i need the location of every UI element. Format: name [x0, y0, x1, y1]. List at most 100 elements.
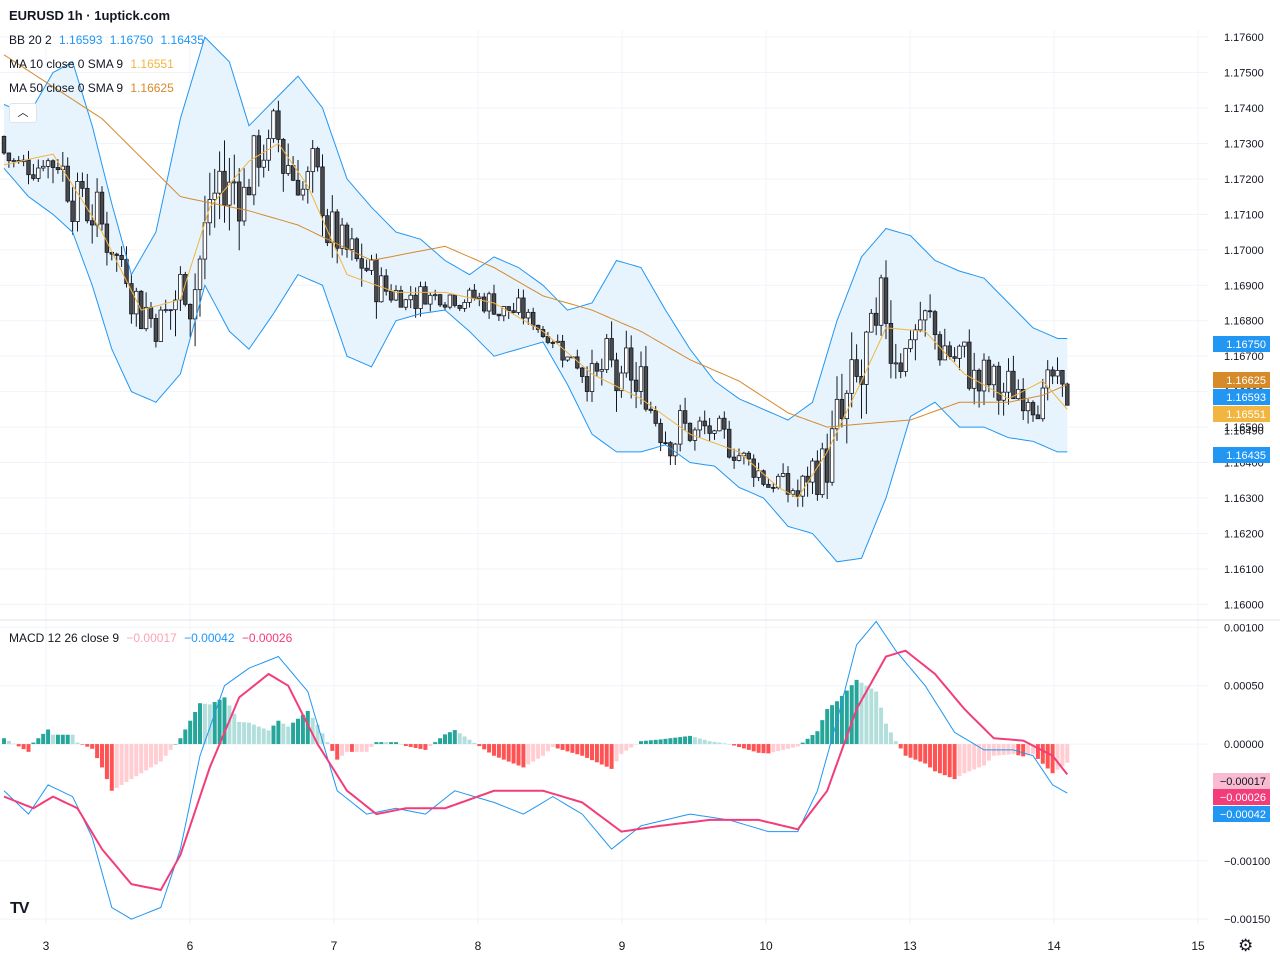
- candle-body: [477, 296, 482, 299]
- candle-body: [820, 448, 825, 495]
- macd-histogram-bar: [712, 741, 717, 745]
- candle-body: [962, 341, 967, 347]
- chart-title: EURUSD 1h · 1uptick.com: [9, 8, 171, 23]
- candle-body: [236, 181, 242, 222]
- candle-body: [731, 456, 737, 461]
- time-tick-label: 6: [187, 939, 194, 953]
- candle-body: [981, 359, 987, 392]
- time-tick-label: 3: [43, 939, 50, 953]
- candle-body: [173, 299, 178, 311]
- bb-legend[interactable]: BB 20 2 1.16593 1.16750 1.16435: [9, 33, 208, 47]
- candle-body: [217, 170, 222, 194]
- candle-body: [1045, 369, 1050, 389]
- macd-histogram-bar: [349, 744, 354, 752]
- macd-histogram-bar: [1040, 744, 1045, 764]
- macd-histogram-bar: [16, 744, 21, 747]
- candle-body: [315, 148, 320, 168]
- macd-histogram-bar: [893, 741, 898, 745]
- candle-body: [756, 470, 761, 478]
- macd-histogram-bar: [609, 744, 614, 769]
- macd-histogram-bar: [183, 729, 188, 745]
- candle-body: [771, 486, 776, 489]
- price-tick-label: 1.16100: [1224, 564, 1264, 576]
- candle-body: [285, 165, 291, 174]
- candle-body: [947, 345, 952, 358]
- candle-body: [241, 186, 247, 222]
- candle-body: [6, 152, 12, 162]
- macd-histogram-bar: [560, 744, 565, 750]
- macd-histogram-bar: [790, 744, 795, 748]
- macd-histogram-bar: [281, 723, 286, 745]
- macd-histogram-bar: [1045, 744, 1050, 769]
- macd-histogram-bar: [153, 744, 158, 765]
- ma50-legend[interactable]: MA 50 close 0 SMA 9 1.16625: [9, 81, 178, 95]
- candle-body: [388, 290, 394, 301]
- candle-body: [761, 470, 766, 485]
- tradingview-logo[interactable]: TV: [10, 900, 29, 917]
- macd-histogram-bar: [408, 744, 413, 747]
- macd-histogram-bar: [614, 744, 619, 762]
- gear-icon[interactable]: ⚙: [1238, 936, 1254, 955]
- macd-histogram-bar: [21, 744, 26, 750]
- time-tick-label: 7: [331, 939, 338, 953]
- price-badge: [1213, 389, 1270, 405]
- ma10-legend[interactable]: MA 10 close 0 SMA 9 1.16551: [9, 57, 178, 71]
- macd-histogram-bar: [251, 724, 256, 745]
- price-tick-label: 1.17000: [1224, 245, 1264, 257]
- candle-body: [168, 309, 173, 312]
- macd-histogram-bar: [555, 744, 560, 749]
- candle-body: [80, 181, 85, 189]
- candle-body: [418, 286, 423, 309]
- candle-body: [727, 428, 732, 458]
- candle-body: [1050, 369, 1055, 377]
- macd-histogram-bar: [90, 744, 95, 749]
- macd-histogram-bar: [119, 744, 124, 785]
- candle-body: [673, 443, 678, 457]
- candle-body: [1025, 402, 1031, 412]
- macd-histogram-bar: [369, 744, 374, 747]
- price-tick-label: 1.17500: [1224, 68, 1264, 80]
- macd-legend[interactable]: MACD 12 26 close 9 −0.00017 −0.00042 −0.…: [9, 631, 296, 645]
- price-tick-label: 1.16700: [1224, 351, 1264, 363]
- macd-histogram-bar: [830, 705, 835, 745]
- candle-body: [94, 191, 100, 226]
- macd-histogram-bar: [384, 742, 389, 745]
- macd-histogram-bar: [619, 744, 624, 754]
- macd-histogram-bar: [36, 738, 41, 745]
- candle-body: [472, 289, 477, 299]
- candle-body: [584, 376, 590, 392]
- macd-badge: [1213, 773, 1270, 789]
- candle-body: [521, 297, 526, 319]
- candle-body: [246, 186, 252, 196]
- macd-histogram-bar: [585, 744, 590, 758]
- macd-histogram-bar: [1060, 744, 1065, 767]
- candle-body: [197, 258, 203, 291]
- macd-histogram-bar: [859, 682, 864, 745]
- candle-body: [207, 199, 212, 224]
- candle-body: [1040, 387, 1045, 420]
- macd-histogram-bar: [732, 744, 737, 746]
- macd-histogram-bar: [80, 744, 85, 745]
- candle-body: [481, 296, 487, 312]
- price-tick-label: 1.17600: [1224, 32, 1264, 44]
- candle-body: [1035, 414, 1041, 420]
- macd-histogram-bar: [443, 734, 447, 745]
- macd-histogram-bar: [315, 724, 320, 745]
- macd-histogram-bar: [673, 737, 678, 745]
- candle-body: [516, 297, 521, 313]
- macd-histogram-bar: [898, 744, 903, 749]
- collapse-legend-button[interactable]: ︿: [9, 103, 37, 123]
- macd-signal-value: −0.00026: [241, 631, 293, 645]
- candle-body: [619, 372, 624, 392]
- candle-body: [379, 275, 384, 303]
- price-badge-text: 1.16551: [1226, 409, 1266, 421]
- candle-body: [643, 366, 649, 410]
- macd-histogram-bar: [46, 729, 51, 745]
- macd-histogram-bar: [51, 734, 55, 745]
- candle-body: [442, 304, 448, 308]
- macd-histogram-bar: [188, 720, 193, 745]
- candle-body: [614, 359, 619, 392]
- macd-histogram-bar: [85, 744, 90, 747]
- candle-body: [869, 312, 874, 333]
